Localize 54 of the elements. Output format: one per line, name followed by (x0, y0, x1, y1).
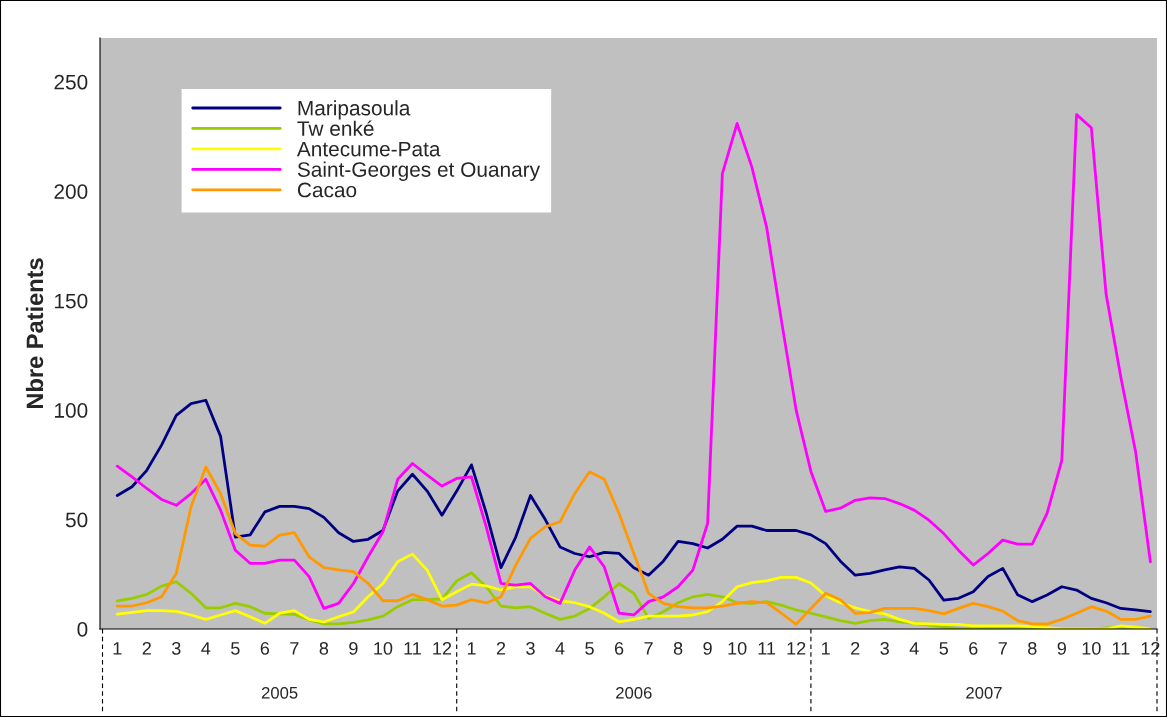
x-tick-label: 10 (374, 641, 393, 655)
x-tick-label: 6 (614, 641, 624, 655)
x-tick-label: 2 (142, 641, 151, 655)
line-series (115, 465, 1152, 626)
x-tick-label: 2 (496, 641, 506, 655)
x-tick-label: 1 (113, 642, 122, 655)
x-tick-label: 4 (201, 642, 211, 655)
y-tick-label: 0 (77, 622, 88, 637)
text: 2007 (966, 686, 1002, 699)
x-tick-label: 7 (290, 642, 299, 655)
x-tick-label: 9 (1057, 641, 1066, 655)
x-tick-label: 5 (585, 642, 594, 655)
line-series (115, 398, 1152, 614)
legend-label: Saint-Georges et Ouanary (297, 161, 541, 182)
x-tick-label: 2 (851, 641, 860, 655)
line-series (115, 552, 1152, 629)
legend-label: Maripasoula (298, 100, 411, 120)
y-axis-title: Nbre Patients (25, 258, 44, 409)
x-tick-label: 8 (319, 641, 329, 655)
x-tick-label: 9 (349, 641, 358, 655)
x-tick-label: 9 (703, 641, 712, 655)
legend-label: Cacao (297, 182, 357, 198)
x-tick-label: 6 (260, 641, 270, 655)
y-tick-label: 150 (55, 293, 88, 309)
x-tick-label: 4 (909, 642, 919, 655)
x-tick-label: 8 (1028, 641, 1037, 655)
x-tick-label: 12 (787, 641, 806, 655)
x-tick-label: 7 (998, 642, 1007, 655)
text: 2005 (261, 686, 298, 699)
x-tick-label: 3 (171, 641, 181, 655)
x-tick-label: 5 (231, 642, 240, 655)
x-tick-label: 7 (644, 642, 653, 655)
y-tick-label: 100 (55, 403, 88, 418)
x-tick-label: 5 (939, 642, 948, 655)
legend-label: Tw enké (297, 120, 374, 136)
x-tick-label: 1 (822, 642, 830, 655)
x-tick-label: 11 (758, 642, 776, 655)
legend-label: Antecume-Pata (296, 141, 441, 157)
x-tick-label: 8 (673, 641, 683, 655)
x-tick-label: 3 (526, 641, 535, 655)
text: 2006 (616, 686, 652, 699)
x-tick-label: 12 (433, 641, 452, 655)
y-tick-label: 250 (54, 74, 88, 90)
x-tick-label: 11 (404, 642, 421, 655)
x-tick-label: 10 (728, 641, 747, 655)
x-tick-label: 3 (880, 641, 889, 655)
x-tick-label: 10 (1082, 641, 1101, 655)
x-tick-label: 1 (467, 642, 476, 655)
y-tick-label: 200 (54, 184, 88, 199)
x-tick-label: 12 (1141, 641, 1160, 655)
y-tick-label: 50 (65, 512, 88, 528)
x-tick-label: 11 (1112, 642, 1130, 655)
x-tick-label: 6 (969, 641, 978, 655)
x-tick-label: 4 (555, 642, 565, 655)
